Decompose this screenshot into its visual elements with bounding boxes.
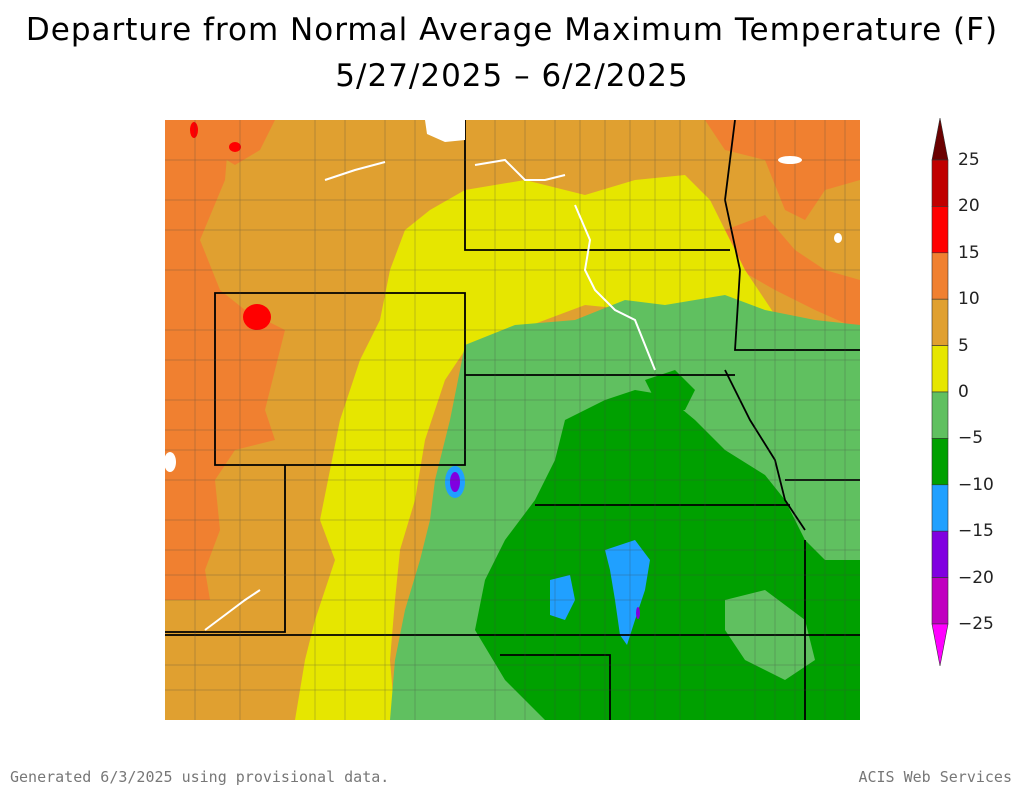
legend-swatch <box>931 391 949 439</box>
map-title: Departure from Normal Average Maximum Te… <box>25 12 999 48</box>
lake-west <box>165 452 176 472</box>
region-minus15-to-minus10-b <box>550 575 575 620</box>
temperature-departure-map <box>165 120 860 720</box>
river-missouri <box>324 158 656 371</box>
legend-swatch <box>931 438 949 486</box>
legend-swatch <box>931 530 949 578</box>
legend-swatch <box>931 252 949 300</box>
hot-spot-nw <box>190 122 198 138</box>
credit: ACIS Web Services <box>858 768 1012 786</box>
cold-spot-kansas <box>636 607 640 619</box>
color-legend <box>931 117 949 667</box>
legend-swatch <box>931 206 949 254</box>
region-plus10-to-plus15-east <box>725 215 860 330</box>
border-sd-nd <box>464 120 730 251</box>
lake-north <box>425 120 465 142</box>
legend-label: 25 <box>958 150 980 170</box>
legend-label: 15 <box>958 242 980 263</box>
river-sw <box>204 589 261 631</box>
legend-cap-top <box>931 117 949 161</box>
legend-label: −10 <box>958 474 994 495</box>
legend-cap-bottom <box>931 623 949 667</box>
rivers <box>204 158 656 631</box>
legend-label: 0 <box>958 382 969 402</box>
legend-swatch <box>931 159 949 207</box>
border-ok <box>500 654 611 720</box>
lake-ne <box>778 156 802 164</box>
legend-label: −5 <box>958 428 984 449</box>
hot-spot-north <box>229 142 241 152</box>
legend-label: 5 <box>958 335 969 356</box>
legend-label: 10 <box>958 289 980 310</box>
legend-label: −15 <box>958 521 994 542</box>
region-minus15-to-minus10-a <box>605 540 650 645</box>
lake-east <box>834 233 842 243</box>
legend-label: −20 <box>958 567 994 588</box>
legend-label: 20 <box>958 196 980 217</box>
legend-swatch <box>931 484 949 532</box>
legend-label: −25 <box>958 614 994 634</box>
legend-swatch <box>931 345 949 393</box>
hot-spot-wyoming <box>243 304 271 330</box>
border-wyoming <box>214 292 466 466</box>
generated-note: Generated 6/3/2025 using provisional dat… <box>10 768 390 786</box>
region-plus10-to-plus15-ne <box>705 120 860 220</box>
legend-swatch <box>931 298 949 346</box>
cold-spot-nebraska-core <box>450 472 460 492</box>
county-lines <box>165 120 860 720</box>
water-bodies <box>165 120 842 472</box>
map-date-range: 5/27/2025 – 6/2/2025 <box>335 58 689 94</box>
border-co <box>165 465 286 633</box>
legend-swatch <box>931 577 949 625</box>
